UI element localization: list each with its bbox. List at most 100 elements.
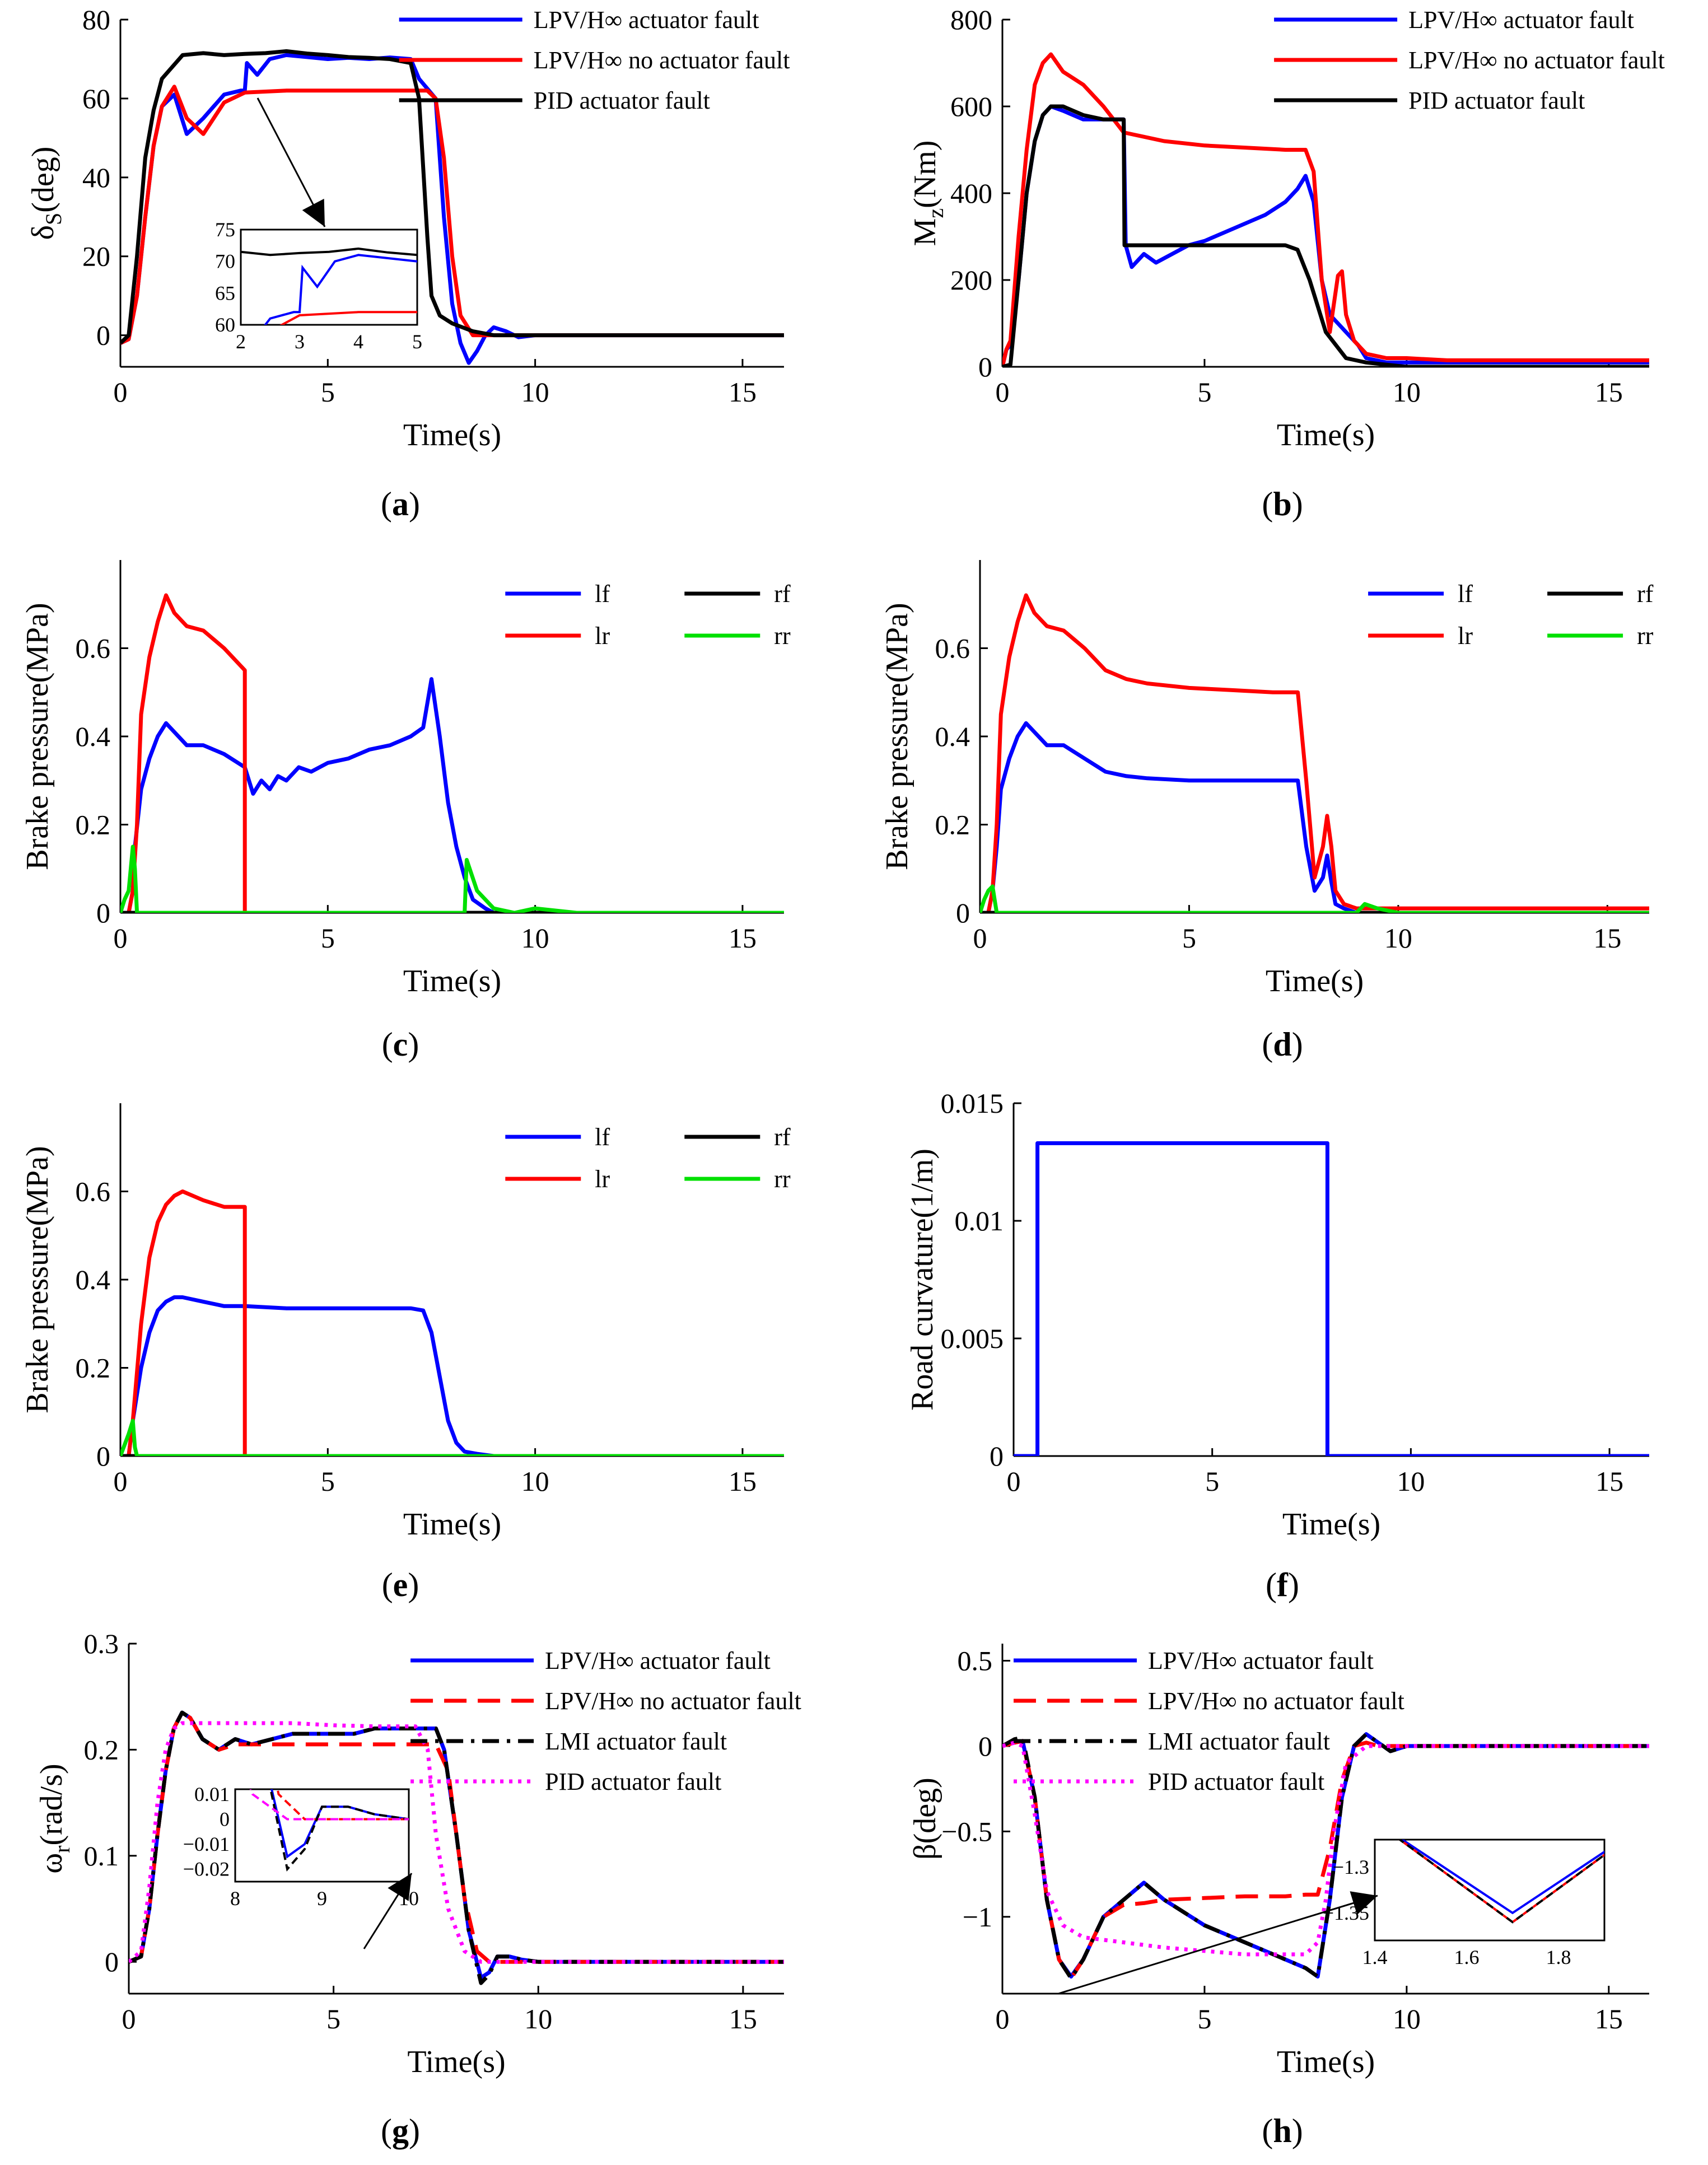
y-tick-label: 0.2: [84, 1734, 119, 1765]
series-line-lf: [120, 677, 784, 913]
series-line-lf: [120, 1295, 784, 1456]
panel-c: 0 5 10 15 0 0.2 0.4 0.6 Time(s) Brake pressure(MP…: [20, 560, 791, 998]
x-tick-label: 0: [996, 376, 1010, 408]
series-line-lmi-actuator-fault: [129, 1710, 784, 1985]
y-tick-label: 0: [105, 1946, 119, 1977]
legend-label: PID actuator fault: [1408, 87, 1585, 114]
inset-series-line: [264, 254, 417, 325]
legend-label: LPV/H∞ no actuator fault: [1408, 46, 1665, 74]
y-tick-label: 0.3: [84, 1628, 119, 1659]
legend-label: lr: [595, 622, 610, 650]
x-tick-label: 10: [1393, 376, 1421, 408]
y-tick-label: 800: [950, 4, 992, 35]
x-axis-label: Time(s): [1277, 418, 1375, 452]
x-tick-label: 5: [1197, 376, 1211, 408]
series-line-lpv-h-no-actuator-fault: [1002, 52, 1649, 367]
inset-x-tick: 1.4: [1362, 1946, 1388, 1968]
y-tick-label: 0.1: [84, 1840, 119, 1872]
y-tick-label: 0.4: [76, 1264, 111, 1295]
subfigure-label-h: (h): [1262, 2112, 1303, 2149]
inset-x-tick: 2: [236, 330, 246, 353]
inset: 2 3 4 5 60 65 70 75: [215, 97, 422, 353]
x-tick-label: 5: [321, 922, 335, 954]
y-tick-label: 0: [978, 351, 992, 382]
x-axis-label: Time(s): [407, 2045, 505, 2079]
x-tick-label: 10: [1397, 1466, 1425, 1497]
inset: 1.4 1.6 1.8−1.35−1.3: [1058, 1839, 1606, 1995]
zoom-arrow-head: [302, 198, 325, 227]
x-tick-label: 5: [1197, 2003, 1211, 2035]
inset-y-tick: −0.01: [183, 1833, 230, 1855]
y-tick-label: 0: [96, 897, 110, 928]
legend-label: LPV/H∞ no actuator fault: [534, 46, 790, 74]
inset-series-line: [1398, 1840, 1604, 1924]
legend-label: lr: [595, 1165, 610, 1193]
subfigure-label-c: (c): [382, 1026, 419, 1063]
x-tick-label: 0: [973, 922, 987, 954]
x-tick-label: 0: [122, 2003, 136, 2035]
legend-label: LPV/H∞ no actuator fault: [545, 1687, 801, 1715]
subfigure-label-f: (f): [1266, 1566, 1299, 1603]
y-tick-label: 40: [82, 162, 110, 193]
y-axis-label: Brake pressure(MPa): [20, 603, 55, 870]
x-tick-label: 10: [524, 2003, 552, 2035]
y-tick-label: 80: [82, 4, 110, 35]
x-axis-label: Time(s): [1266, 964, 1364, 998]
x-tick-label: 5: [1205, 1466, 1219, 1497]
series-line-lpv-h-no-actuator-fault: [120, 85, 784, 345]
inset-series-line: [270, 1789, 409, 1859]
legend-label: LPV/H∞ actuator fault: [545, 1647, 771, 1674]
y-tick-label: 0.4: [935, 721, 970, 752]
inset-y-tick: 65: [215, 282, 235, 304]
x-tick-label: 10: [521, 1466, 549, 1497]
inset-series: [249, 1789, 409, 1872]
inset-series-line: [1400, 1840, 1604, 1915]
legend-label: lf: [1458, 580, 1473, 608]
inset-frame: [1374, 1839, 1606, 1942]
x-tick-label: 15: [1595, 2003, 1623, 2035]
x-tick-label: 15: [729, 1466, 757, 1497]
inset-frame: [240, 228, 418, 326]
x-tick-label: 5: [1182, 922, 1196, 954]
x-tick-label: 0: [1007, 1466, 1021, 1497]
y-tick-label: 0.6: [935, 633, 970, 664]
x-tick-label: 15: [729, 922, 757, 954]
legend-label: PID actuator fault: [534, 87, 710, 114]
y-axis-label: δS(deg): [26, 147, 66, 240]
panel-h: 0 5 10 15 −1 −0.5 0 0.5 Time(s) β(deg) LPV/H∞ actu…: [908, 1644, 1649, 2079]
legend-label: rr: [1637, 622, 1654, 650]
legend-label: LPV/H∞ actuator fault: [1148, 1647, 1374, 1674]
legend-label: LMI actuator fault: [545, 1728, 727, 1755]
y-axis-label: Brake pressure(MPa): [20, 1146, 55, 1413]
y-tick-label: 0: [990, 1440, 1004, 1472]
x-tick-label: 15: [729, 2003, 757, 2035]
y-tick-label: 0: [956, 897, 970, 928]
legend-label: rr: [774, 622, 791, 650]
legend-label: LPV/H∞ actuator fault: [534, 6, 759, 34]
series-line-rr: [120, 844, 784, 913]
y-tick-label: 0.2: [76, 1352, 111, 1384]
y-tick-label: 0.6: [76, 633, 111, 664]
series-line-lmi-actuator-fault: [1002, 1732, 1649, 1981]
series-group: [980, 593, 1649, 913]
panel-d: 0 5 10 15 0 0.2 0.4 0.6 Time(s) Brake pressure(MP…: [880, 560, 1654, 998]
series-line-rr: [120, 1419, 784, 1456]
subfigure-label-a: (a): [381, 486, 420, 522]
legend-label: rf: [774, 580, 791, 608]
inset-x-tick: 4: [353, 330, 363, 353]
y-tick-label: 20: [82, 241, 110, 272]
y-tick-label: 0.015: [941, 1088, 1004, 1119]
y-axis-label: ωr(rad/s): [34, 1763, 74, 1873]
y-tick-label: 0.5: [958, 1645, 993, 1676]
y-tick-label: 200: [950, 264, 992, 296]
inset-y-tick: 70: [215, 250, 235, 273]
series-group: [1002, 52, 1649, 367]
panel-g: 0 5 10 15 0 0.1 0.2 0.3 Time(s) ωr(rad/s) LPV/H∞ a…: [34, 1628, 801, 2079]
x-tick-label: 10: [521, 922, 549, 954]
x-axis-label: Time(s): [403, 964, 501, 998]
legend-label: lf: [595, 580, 610, 608]
x-tick-label: 15: [1595, 1466, 1623, 1497]
subfigure-label-g: (g): [381, 2112, 420, 2149]
series-line-pid-actuator-fault: [129, 1721, 784, 1964]
